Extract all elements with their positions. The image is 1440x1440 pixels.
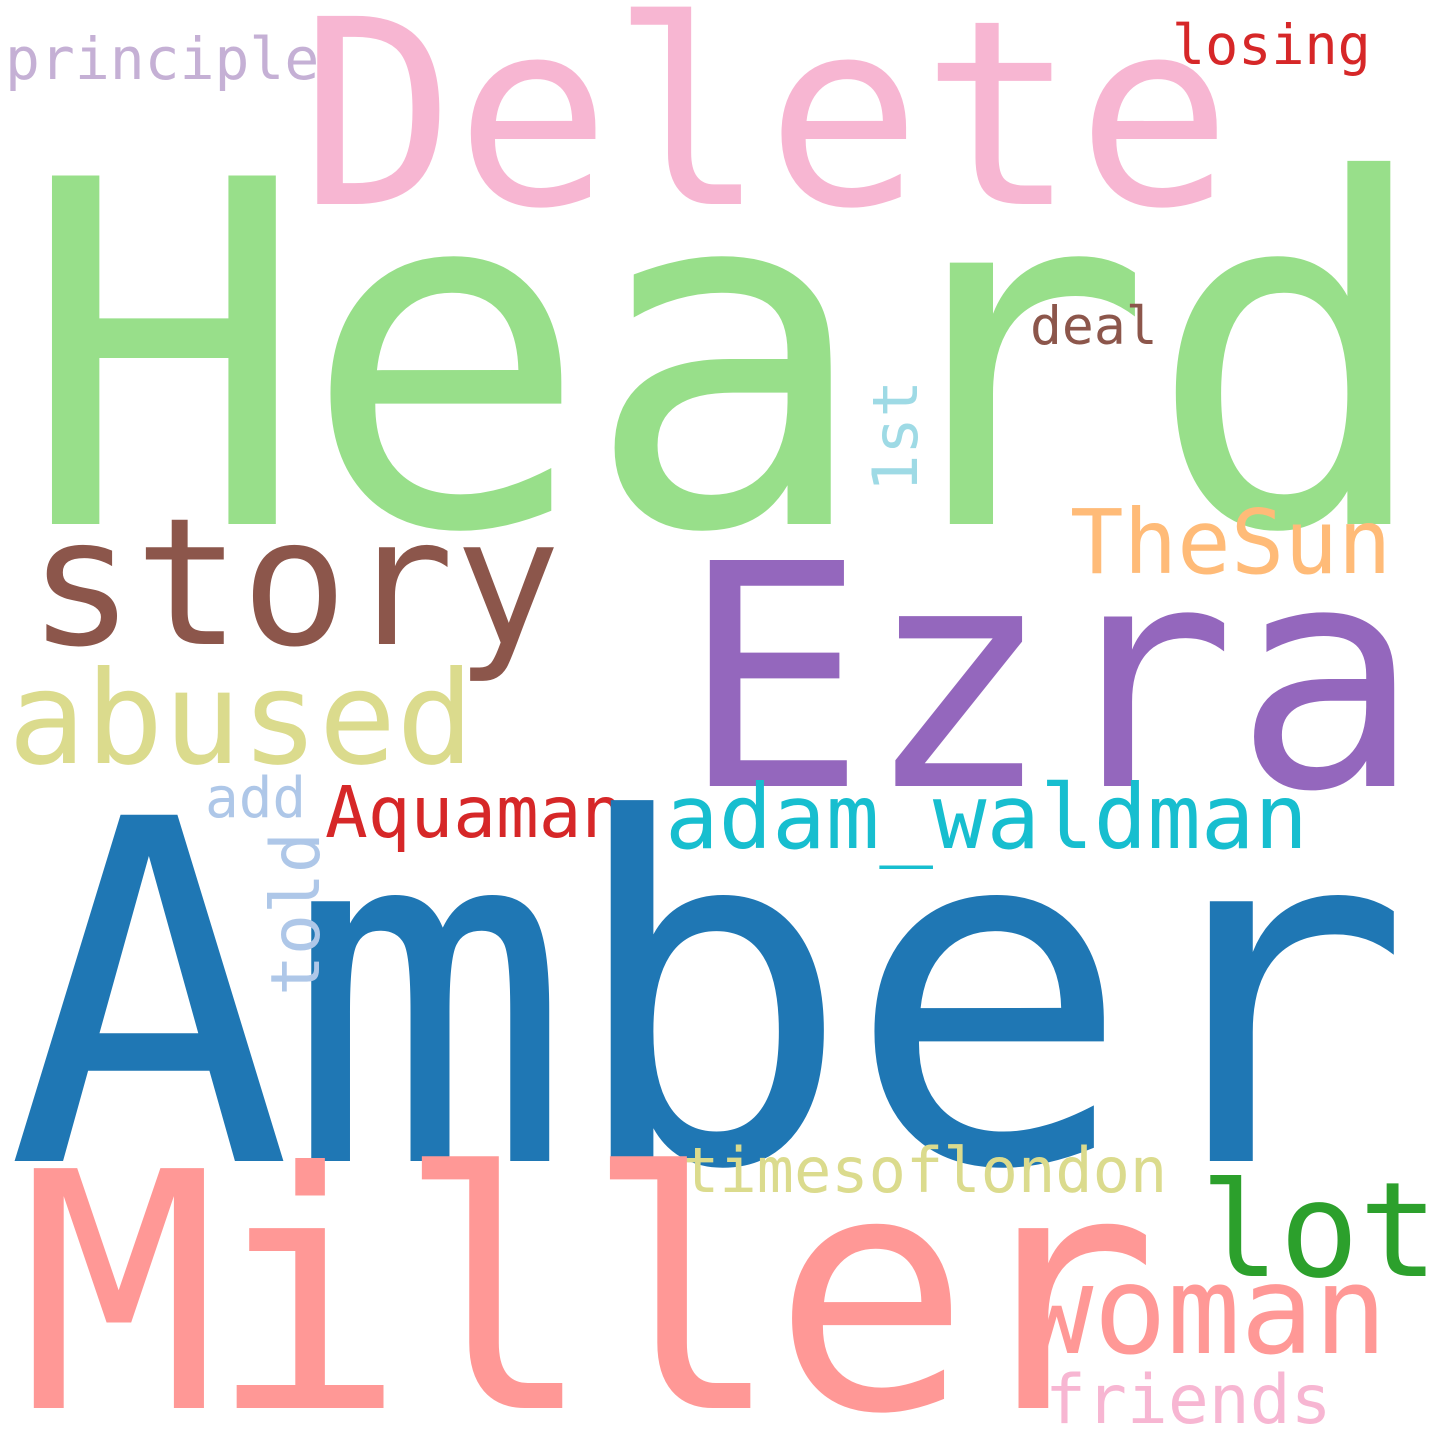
word-1st: 1st	[858, 380, 932, 492]
word-deal: deal	[1030, 296, 1158, 357]
word-aquaman: Aquaman	[325, 771, 625, 854]
word-story: story	[28, 480, 561, 686]
word-ezra: Ezra	[680, 499, 1421, 860]
word-abused: abused	[8, 644, 474, 794]
word-heard: Heard	[20, 80, 1435, 637]
word-adam-waldman: adam_waldman	[665, 765, 1308, 869]
word-add: add	[205, 766, 307, 831]
word-delete: Delete	[300, 0, 1232, 265]
word-miller: Miller	[20, 1103, 1158, 1440]
word-amber: Amber	[6, 721, 1412, 1274]
word-woman: woman	[1020, 1240, 1388, 1382]
word-thesun: TheSun	[1070, 490, 1392, 594]
word-lot: lot	[1200, 1154, 1439, 1308]
word-friends: friends	[1045, 1361, 1332, 1440]
word-told: told	[256, 832, 336, 996]
word-timesoflondon: timesoflondon	[682, 1134, 1168, 1207]
word-losing: losing	[1172, 13, 1371, 77]
word-principle: principle	[5, 25, 320, 93]
